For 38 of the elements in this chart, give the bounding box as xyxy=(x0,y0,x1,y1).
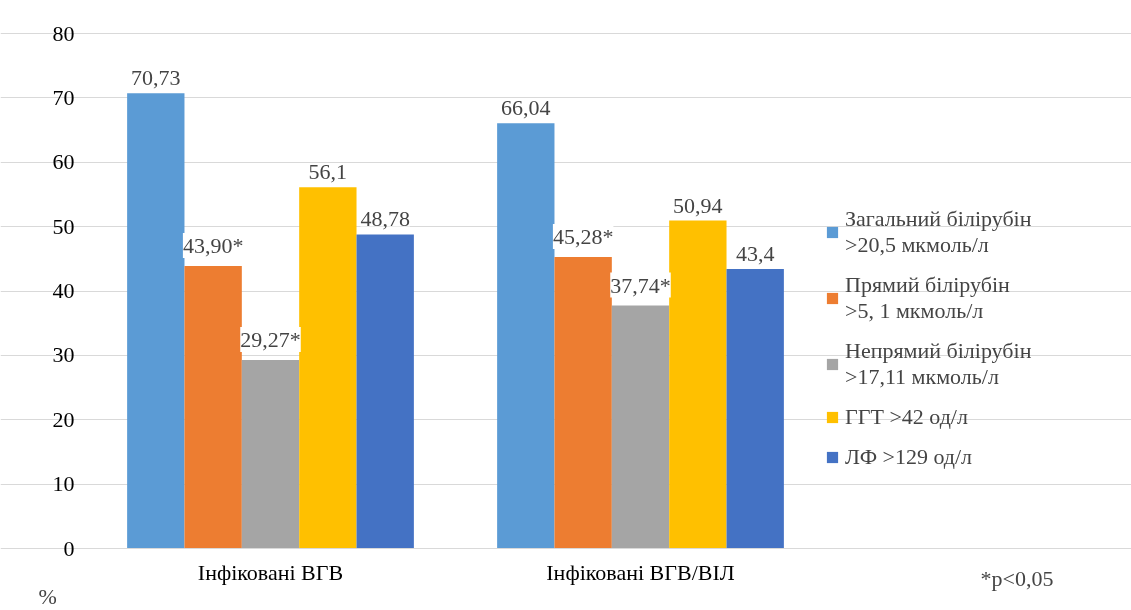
bar xyxy=(356,234,414,549)
y-tick-label: 80 xyxy=(52,20,75,46)
y-tick-label: 0 xyxy=(63,535,75,561)
data-label: 45,28* xyxy=(552,224,614,250)
x-tick-label: Інфіковані ВГВ/ВІЛ xyxy=(546,559,735,585)
y-tick-label: 60 xyxy=(52,149,75,175)
y-tick-label: 50 xyxy=(52,213,75,239)
data-label: 37,74* xyxy=(610,272,671,298)
data-label: 29,27* xyxy=(240,327,301,353)
y-tick-label: 70 xyxy=(52,84,75,110)
bar xyxy=(299,187,357,549)
y-tick-label: 40 xyxy=(52,278,75,303)
data-label: 66,04 xyxy=(501,95,551,121)
bar xyxy=(497,123,555,549)
bar xyxy=(726,269,784,549)
text: *p<0,05 xyxy=(980,565,1054,591)
data-label: 50,94 xyxy=(673,192,723,218)
legend-label: Прямий білірубін >5, 1 мкмоль/л xyxy=(845,272,1010,324)
bar xyxy=(611,305,670,549)
bar xyxy=(241,360,300,549)
legend-label: ЛФ >129 од/л xyxy=(845,444,973,470)
bar xyxy=(669,220,727,549)
y-tick-label: 10 xyxy=(52,471,75,497)
data-label: 43,4 xyxy=(735,241,775,267)
bar xyxy=(554,257,612,549)
y-axis-title: % xyxy=(38,583,57,609)
data-label: 43,90* xyxy=(182,232,244,258)
legend-label: ГГТ >42 од/л xyxy=(845,404,968,430)
legend-label: Непрямий білірубін >17,11 мкмоль/л xyxy=(845,338,1032,390)
data-label: 48,78 xyxy=(360,206,410,232)
y-tick-label: 20 xyxy=(52,406,75,432)
x-tick-label: Інфіковані ВГВ xyxy=(197,559,344,585)
bar xyxy=(127,93,185,549)
data-label: 70,73 xyxy=(131,65,181,91)
data-label: 56,1 xyxy=(308,159,348,185)
legend-label: Загальний білірубін >20,5 мкмоль/л xyxy=(845,206,1032,258)
bar xyxy=(184,265,242,549)
y-tick-label: 30 xyxy=(52,342,75,368)
